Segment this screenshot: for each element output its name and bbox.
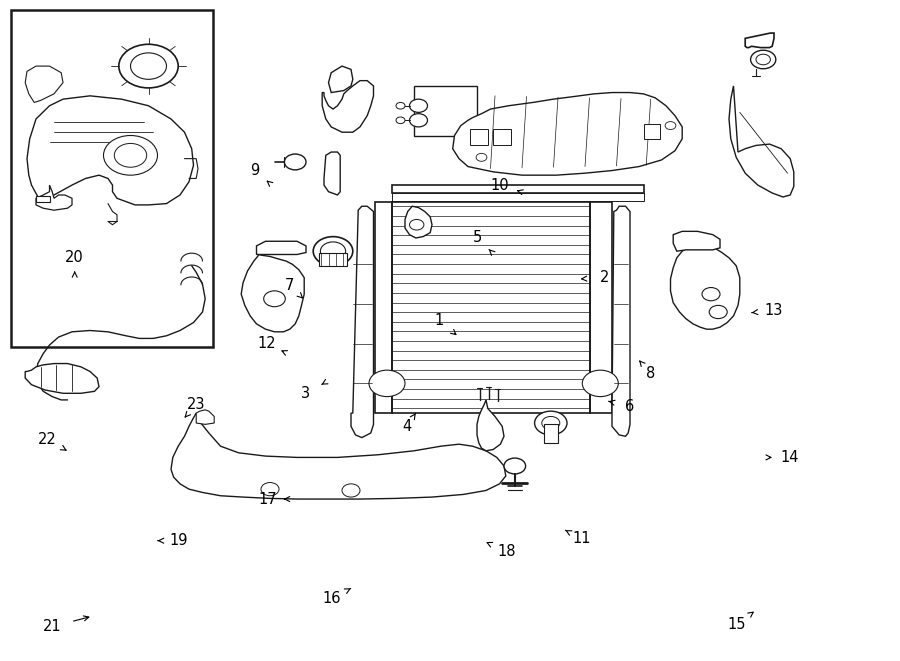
Polygon shape [196, 410, 214, 424]
Text: 2: 2 [600, 270, 609, 285]
Polygon shape [670, 245, 740, 329]
Bar [414, 86, 477, 136]
Circle shape [104, 136, 158, 175]
Text: 16: 16 [323, 591, 341, 605]
Circle shape [369, 370, 405, 397]
Polygon shape [328, 66, 353, 93]
Circle shape [114, 143, 147, 167]
Text: 10: 10 [491, 178, 508, 192]
Circle shape [396, 117, 405, 124]
Text: 21: 21 [43, 619, 61, 634]
Polygon shape [590, 202, 612, 413]
Circle shape [320, 242, 346, 260]
Polygon shape [256, 241, 306, 254]
Polygon shape [477, 400, 504, 451]
Text: 15: 15 [727, 617, 745, 632]
Polygon shape [25, 364, 99, 393]
Circle shape [130, 53, 166, 79]
Text: 6: 6 [626, 399, 634, 414]
Polygon shape [171, 413, 506, 499]
Circle shape [504, 458, 526, 474]
Circle shape [665, 122, 676, 130]
Circle shape [756, 54, 770, 65]
Circle shape [261, 483, 279, 496]
Text: 18: 18 [498, 545, 516, 559]
Text: 8: 8 [646, 366, 655, 381]
Polygon shape [322, 81, 374, 132]
Polygon shape [27, 96, 194, 205]
Bar [493, 129, 511, 145]
Bar [11, 10, 213, 347]
Polygon shape [351, 206, 374, 438]
Circle shape [542, 416, 560, 430]
Circle shape [709, 305, 727, 319]
Bar [544, 424, 558, 443]
Circle shape [264, 291, 285, 307]
Circle shape [342, 484, 360, 497]
Bar [644, 124, 660, 139]
Circle shape [751, 50, 776, 69]
Text: 5: 5 [472, 231, 482, 245]
Text: 17: 17 [259, 492, 277, 506]
Text: 23: 23 [187, 397, 205, 412]
Text: 14: 14 [780, 450, 798, 465]
Circle shape [284, 154, 306, 170]
Text: 20: 20 [66, 251, 84, 265]
Circle shape [119, 44, 178, 88]
Bar [319, 253, 347, 266]
Circle shape [410, 114, 427, 127]
Circle shape [535, 411, 567, 435]
Polygon shape [612, 206, 630, 436]
Polygon shape [36, 185, 72, 210]
Text: 9: 9 [250, 163, 259, 178]
Circle shape [313, 237, 353, 266]
Polygon shape [729, 86, 794, 197]
Text: 4: 4 [402, 419, 411, 434]
Text: 11: 11 [572, 531, 590, 546]
Polygon shape [453, 93, 682, 175]
Polygon shape [324, 152, 340, 195]
Circle shape [476, 153, 487, 161]
Bar [392, 185, 644, 193]
Circle shape [396, 102, 405, 109]
Text: 22: 22 [39, 432, 57, 447]
Text: 7: 7 [285, 278, 294, 293]
Text: 12: 12 [257, 336, 275, 351]
Polygon shape [25, 66, 63, 102]
Circle shape [410, 99, 427, 112]
Bar [36, 196, 50, 202]
Text: 3: 3 [302, 386, 310, 401]
Bar [392, 202, 590, 413]
Polygon shape [405, 206, 432, 238]
Text: 19: 19 [169, 533, 187, 548]
Polygon shape [375, 202, 392, 413]
Bar [470, 129, 488, 145]
Text: 1: 1 [435, 313, 444, 328]
Text: 13: 13 [765, 303, 783, 318]
Polygon shape [745, 33, 774, 48]
Polygon shape [673, 231, 720, 251]
Circle shape [410, 219, 424, 230]
Circle shape [702, 288, 720, 301]
Bar [392, 193, 644, 201]
Polygon shape [241, 254, 304, 332]
Circle shape [582, 370, 618, 397]
